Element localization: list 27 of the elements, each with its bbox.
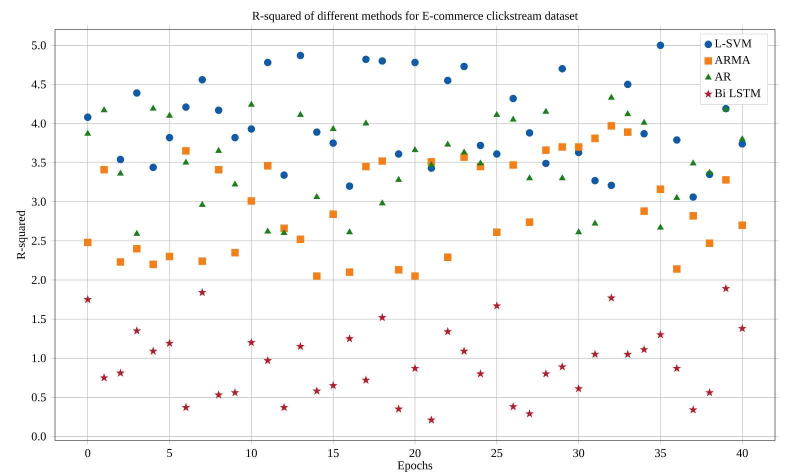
x-axis-title: Epochs: [398, 460, 432, 472]
y-tick-label: 3.5: [32, 158, 46, 167]
x-tick-label: 0: [85, 449, 90, 458]
y-tick-label: 4.5: [32, 80, 46, 88]
legend-label: ARMA: [714, 56, 750, 64]
x-tick-label: 10: [246, 449, 257, 458]
x-tick-label: 5: [167, 449, 172, 458]
y-tick-label: 1.0: [32, 354, 46, 362]
chart-title: R-squared of different methods for E-commerce clickstream dataset: [252, 11, 578, 22]
legend-label: Bi LSTM: [714, 89, 761, 98]
y-axis-title: R-squared: [16, 210, 28, 260]
legend-label: L-SVM: [714, 39, 752, 48]
y-tick-label: 3.0: [32, 198, 46, 206]
x-tick-label: 20: [410, 449, 421, 458]
x-tick-label: 15: [328, 449, 339, 458]
x-tick-label: 40: [736, 449, 748, 458]
y-tick-label: 4.0: [32, 119, 46, 128]
x-tick-label: 35: [655, 449, 666, 458]
y-tick-label: 0.5: [32, 393, 46, 402]
y-tick-label: 0.0: [32, 432, 46, 440]
y-tick-label: 1.5: [32, 315, 46, 324]
y-tick-label: 2.5: [32, 236, 46, 245]
y-tick-label: 2.0: [32, 276, 46, 284]
x-tick-label: 30: [573, 449, 584, 458]
legend-label: AR: [714, 72, 732, 80]
y-tick-label: 5.0: [32, 41, 46, 50]
x-tick-label: 25: [491, 449, 502, 458]
